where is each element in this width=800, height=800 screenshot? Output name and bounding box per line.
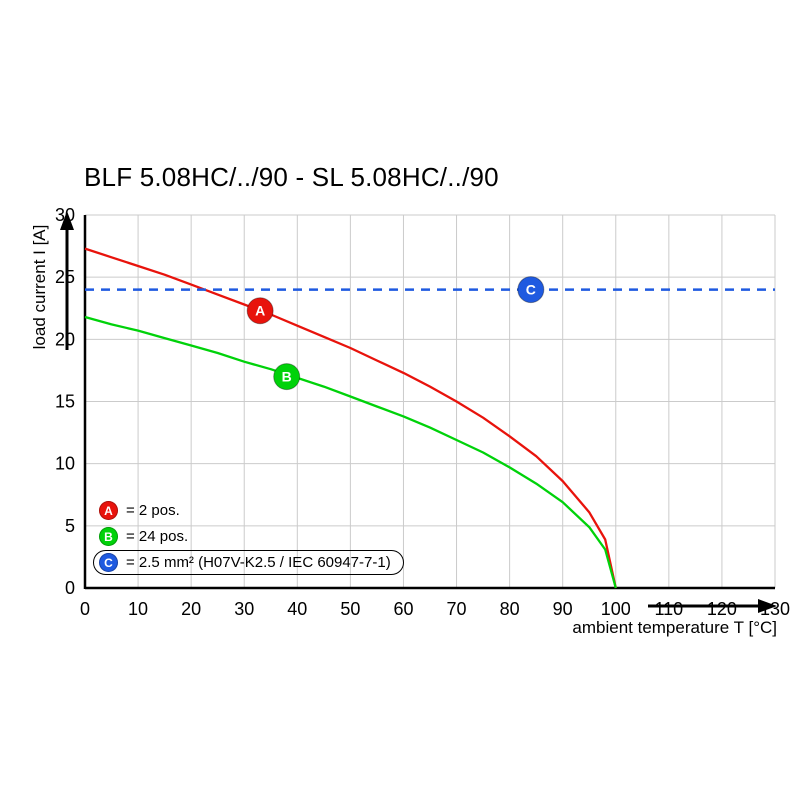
svg-text:120: 120 [707,599,737,619]
svg-text:80: 80 [500,599,520,619]
svg-text:ambient temperature T [°C]: ambient temperature T [°C] [572,618,777,637]
svg-text:60: 60 [393,599,413,619]
svg-text:C: C [526,282,536,298]
svg-text:0: 0 [65,578,75,598]
legend-label: = 2.5 mm² (H07V-K2.5 / IEC 60947-7-1) [126,554,391,571]
legend-row: B = 24 pos. [93,524,201,549]
legend-badge-a: A [99,501,118,520]
svg-text:B: B [282,369,292,385]
legend-badge-b: B [99,527,118,546]
svg-text:10: 10 [55,454,75,474]
legend-label: = 2 pos. [126,502,180,519]
svg-text:25: 25 [55,267,75,287]
legend-badge-c: C [99,553,118,572]
chart-legend: A = 2 pos. B = 24 pos. C = 2.5 mm² (H07V… [93,498,404,575]
svg-text:40: 40 [287,599,307,619]
svg-text:load current I [A]: load current I [A] [30,225,49,350]
legend-label: = 24 pos. [126,528,189,545]
svg-text:20: 20 [181,599,201,619]
svg-text:100: 100 [601,599,631,619]
svg-text:15: 15 [55,392,75,412]
svg-text:70: 70 [447,599,467,619]
svg-text:110: 110 [654,599,683,619]
svg-text:10: 10 [128,599,148,619]
chart-title: BLF 5.08HC/../90 - SL 5.08HC/../90 [84,162,499,192]
svg-text:0: 0 [80,599,90,619]
svg-text:50: 50 [340,599,360,619]
svg-text:A: A [255,303,265,319]
svg-text:5: 5 [65,516,75,536]
svg-text:90: 90 [553,599,573,619]
svg-text:20: 20 [55,329,75,349]
legend-row: C = 2.5 mm² (H07V-K2.5 / IEC 60947-7-1) [93,550,404,575]
svg-text:30: 30 [234,599,254,619]
legend-row: A = 2 pos. [93,498,193,523]
